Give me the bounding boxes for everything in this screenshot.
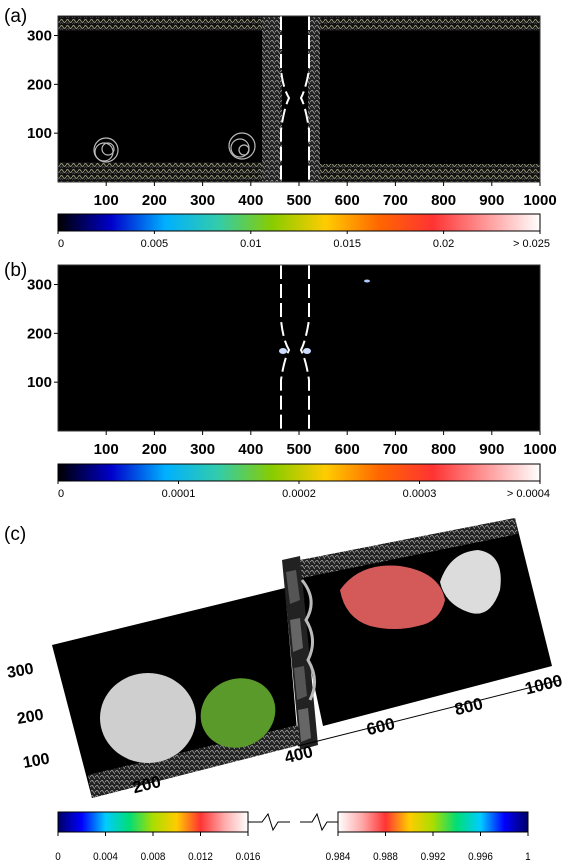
c-colorbar-tick-label: 0.984 <box>326 852 351 864</box>
panel-a-bottom-wall-right <box>312 164 540 182</box>
x-tick-label: 400 <box>238 192 263 209</box>
panel-a-bubble-left <box>93 137 119 163</box>
c-colorbar-tick-label: 0.988 <box>373 852 398 864</box>
c-colorbar-tick-label: 0.008 <box>141 852 166 864</box>
panel-c-colorbar-ticks: 0 0.004 0.008 0.012 0.016 0.984 0.988 0.992 0.99… <box>55 832 531 863</box>
panel-a-colorbar-ticks: 0 0.005 0.01 0.015 0.02 > 0.025 <box>57 231 550 250</box>
c-x-tick-label: 1000 <box>523 671 564 699</box>
x-tick-label: 300 <box>190 441 215 458</box>
panel-c-channel <box>282 556 318 750</box>
colorbar-tick-label: 0.02 <box>433 238 454 250</box>
colorbar-tick-label: 0.005 <box>141 238 169 250</box>
x-tick-label: 600 <box>335 192 360 209</box>
panel-b-colorbar: 0 0.0001 0.0002 0.0003 > 0.0004 <box>57 463 550 500</box>
x-tick-label: 1000 <box>523 192 556 209</box>
panel-a-x-ticks: 100 200 300 400 500 600 700 800 900 1000 <box>94 182 557 209</box>
c-colorbar-tick-label: 0.012 <box>188 852 213 864</box>
x-tick-label: 900 <box>479 441 504 458</box>
c-y-tick-label: 200 <box>16 707 45 728</box>
panel-c-red-region <box>340 565 445 629</box>
panel-a-y-ticks: 100 200 300 <box>27 28 58 142</box>
y-tick-label: 200 <box>27 325 52 342</box>
c-y-tick-label: 100 <box>22 751 51 772</box>
x-tick-label: 700 <box>383 441 408 458</box>
y-tick-label: 100 <box>27 374 52 391</box>
panel-c-green-region <box>200 678 276 748</box>
y-tick-label: 300 <box>27 28 52 45</box>
panel-b-hotspot-right <box>303 348 311 354</box>
x-tick-label: 300 <box>190 192 215 209</box>
x-tick-label: 600 <box>335 441 360 458</box>
panel-a-plot: 100 200 300 400 500 600 700 800 900 1000 100 200 30… <box>27 15 557 209</box>
c-colorbar-tick-label: 0.016 <box>236 852 261 864</box>
colorbar-tick-label: 0 <box>58 238 64 250</box>
panel-a-colorbar-bar <box>57 213 541 232</box>
x-tick-label: 200 <box>142 192 167 209</box>
panel-c-gray-bubble-left <box>100 673 196 763</box>
y-tick-label: 300 <box>27 277 52 294</box>
c-colorbar-tick-label: 0.992 <box>421 852 446 864</box>
x-tick-label: 800 <box>431 192 456 209</box>
panel-a-bottom-wall <box>58 162 276 182</box>
c-colorbar-tick-label: 0.996 <box>468 852 493 864</box>
c-colorbar-tick-label: 1 <box>525 852 531 864</box>
panel-b-hotspot-left <box>279 348 287 354</box>
panel-b-boundary-left <box>280 265 291 431</box>
x-tick-label: 500 <box>286 192 311 209</box>
panel-a-boundary-left <box>280 16 291 182</box>
x-tick-label: 500 <box>286 441 311 458</box>
x-tick-label: 1000 <box>523 441 556 458</box>
c-x-tick-label: 600 <box>365 714 397 739</box>
panel-a-bubble-right <box>228 132 256 160</box>
y-tick-label: 200 <box>27 76 52 93</box>
colorbar-tick-label: 0.0001 <box>162 488 196 500</box>
colorbar-tick-label: 0.015 <box>333 238 361 250</box>
panel-b-x-ticks: 100 200 300 400 500 600 700 800 900 1000 <box>94 431 557 458</box>
panel-a-boundary-right <box>299 16 310 182</box>
panel-b-colorbar-ticks: 0 0.0001 0.0002 0.0003 > 0.0004 <box>57 481 550 500</box>
panel-a-colorbar: 0 0.005 0.01 0.015 0.02 > 0.025 <box>57 213 550 250</box>
panel-a-label: (a) <box>4 6 27 27</box>
panel-c-colorbar-low <box>57 811 249 833</box>
panel-b-hotspot-small <box>364 279 370 283</box>
panel-b-field <box>58 265 540 431</box>
panel-b-plot: 100 200 300 400 500 600 700 800 900 1000 100 200 30… <box>27 264 557 458</box>
colorbar-tick-label: > 0.025 <box>513 238 550 250</box>
x-tick-label: 400 <box>238 441 263 458</box>
panel-c-y-ticks: 100 200 300 <box>6 661 51 772</box>
panel-c-colorbar-high <box>337 811 529 833</box>
panel-a-channel-gap <box>282 16 308 182</box>
panel-b-boundary-right <box>299 265 310 431</box>
x-tick-label: 900 <box>479 192 504 209</box>
panel-c-label: (c) <box>4 524 26 545</box>
panel-c-gray-bubble-right <box>440 550 501 614</box>
c-colorbar-tick-label: 0.004 <box>93 852 118 864</box>
colorbar-tick-label: 0.0002 <box>282 488 316 500</box>
panel-b-colorbar-bar <box>57 463 541 482</box>
x-tick-label: 700 <box>383 192 408 209</box>
x-tick-label: 100 <box>94 192 119 209</box>
colorbar-tick-label: 0.0003 <box>403 488 437 500</box>
panel-a-top-wall <box>58 17 278 31</box>
panel-c-colorbar-break <box>248 812 338 832</box>
colorbar-tick-label: 0 <box>58 488 64 500</box>
x-tick-label: 800 <box>431 441 456 458</box>
panel-c-top-wall-right <box>300 518 518 578</box>
panel-b-label: (b) <box>4 260 27 281</box>
colorbar-tick-label: > 0.0004 <box>507 488 550 500</box>
panel-a-left-channel <box>262 17 282 182</box>
panel-c-x-axis-line <box>297 679 561 747</box>
c-colorbar-tick-label: 0 <box>55 852 61 864</box>
panel-b-y-ticks: 100 200 300 <box>27 277 58 391</box>
c-y-tick-label: 300 <box>6 661 35 682</box>
x-tick-label: 100 <box>94 441 119 458</box>
panel-c-colorbar: 0 0.004 0.008 0.012 0.016 0.984 0.988 0.992 0.99… <box>55 811 531 863</box>
colorbar-tick-label: 0.01 <box>240 238 261 250</box>
c-x-tick-label: 800 <box>453 694 485 719</box>
x-tick-label: 200 <box>142 441 167 458</box>
y-tick-label: 100 <box>27 125 52 142</box>
panel-a-top-wall-right <box>312 17 540 31</box>
